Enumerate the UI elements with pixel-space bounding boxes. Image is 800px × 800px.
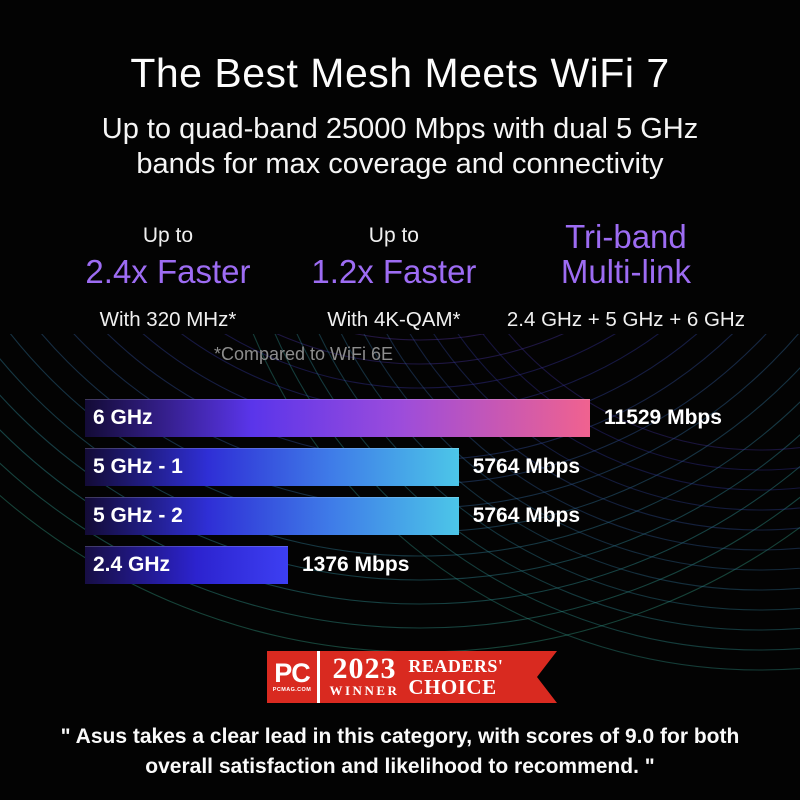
bar-value-label: 11529 Mbps (604, 406, 722, 429)
subtitle-line-1: Up to quad-band 25000 Mbps with dual 5 G… (101, 113, 699, 145)
quote-line-2: overall satisfaction and likelihood to r… (145, 755, 655, 779)
feature-heading: Up to 2.4x Faster (85, 216, 250, 290)
feature-prefix: Up to (368, 224, 419, 248)
pcmag-url-text: PCMAG.COM (272, 687, 312, 694)
badge-divider (317, 651, 320, 703)
bar-row: 5 GHz - 2 5764 Mbps (85, 497, 785, 535)
pcmag-readers-choice-badge: PC PCMAG.COM 2023 WINNER READERS' CHOICE (267, 651, 557, 703)
bar-value-label: 5764 Mbps (472, 504, 581, 527)
badge-choice-label: CHOICE (408, 674, 497, 699)
feature-detail: With 4K-QAM* (327, 308, 461, 331)
bar-5-ghz-1: 5 GHz - 1 (85, 448, 459, 486)
bar-category-label: 2.4 GHz (93, 553, 171, 576)
feature-detail: 2.4 GHz + 5 GHz + 6 GHz (506, 308, 745, 331)
pcmag-logo-text: PC (274, 657, 310, 688)
pcmag-logo: PC PCMAG.COM (267, 651, 317, 703)
bar-value-label: 5764 Mbps (472, 455, 581, 478)
feature-320mhz: Up to 2.4x Faster With 320 MHz* (55, 216, 281, 332)
feature-headline-line-2: Multi-link (560, 253, 692, 291)
bar-2.4-ghz: 2.4 GHz (85, 546, 288, 584)
footnote: *Compared to WiFi 6E (214, 344, 394, 364)
bar-value-label: 1376 Mbps (302, 553, 410, 576)
badge-winner-label: WINNER (329, 683, 400, 699)
feature-triband: Tri-band Multi-link 2.4 GHz + 5 GHz + 6 … (507, 216, 745, 332)
feature-4kqam: Up to 1.2x Faster With 4K-QAM* (281, 216, 507, 332)
feature-headline-line-1: Tri-band (565, 218, 687, 256)
feature-headline: 1.2x Faster (311, 253, 477, 291)
bar-row: 6 GHz 11529 Mbps (85, 399, 785, 437)
badge-year-block: 2023 WINNER (330, 651, 400, 703)
feature-detail: With 320 MHz* (99, 308, 237, 331)
review-quote: " Asus takes a clear lead in this catego… (0, 722, 800, 783)
badge-year: 2023 (332, 651, 397, 685)
feature-prefix: Up to (142, 224, 194, 248)
feature-heading: Up to 1.2x Faster (311, 216, 476, 290)
subtitle-line-2: bands for max coverage and connectivity (136, 148, 664, 181)
feature-heading: Tri-band Multi-link (561, 216, 691, 290)
badge-readers-label: READERS' (408, 655, 504, 676)
page-subtitle: Up to quad-band 25000 Mbps with dual 5 G… (0, 112, 800, 183)
bar-5-ghz-2: 5 GHz - 2 (85, 497, 459, 535)
bar-6-ghz: 6 GHz (85, 399, 590, 437)
page-title: The Best Mesh Meets WiFi 7 (130, 50, 670, 96)
bar-category-label: 5 GHz - 1 (93, 455, 183, 478)
bar-category-label: 6 GHz (93, 406, 153, 429)
badge-readers-choice: READERS' CHOICE (408, 651, 503, 703)
bandwidth-bar-chart: 6 GHz 11529 Mbps 5 GHz - 1 5764 Mbps 5 GHz -… (85, 399, 785, 595)
quote-line-1: " Asus takes a clear lead in this catego… (60, 725, 740, 748)
bar-category-label: 5 GHz - 2 (93, 504, 183, 527)
bar-row: 5 GHz - 1 5764 Mbps (85, 448, 785, 486)
feature-columns: Up to 2.4x Faster With 320 MHz* Up to 1.… (55, 216, 745, 332)
feature-headline: 2.4x Faster (85, 253, 251, 291)
bar-row: 2.4 GHz 1376 Mbps (85, 546, 785, 584)
